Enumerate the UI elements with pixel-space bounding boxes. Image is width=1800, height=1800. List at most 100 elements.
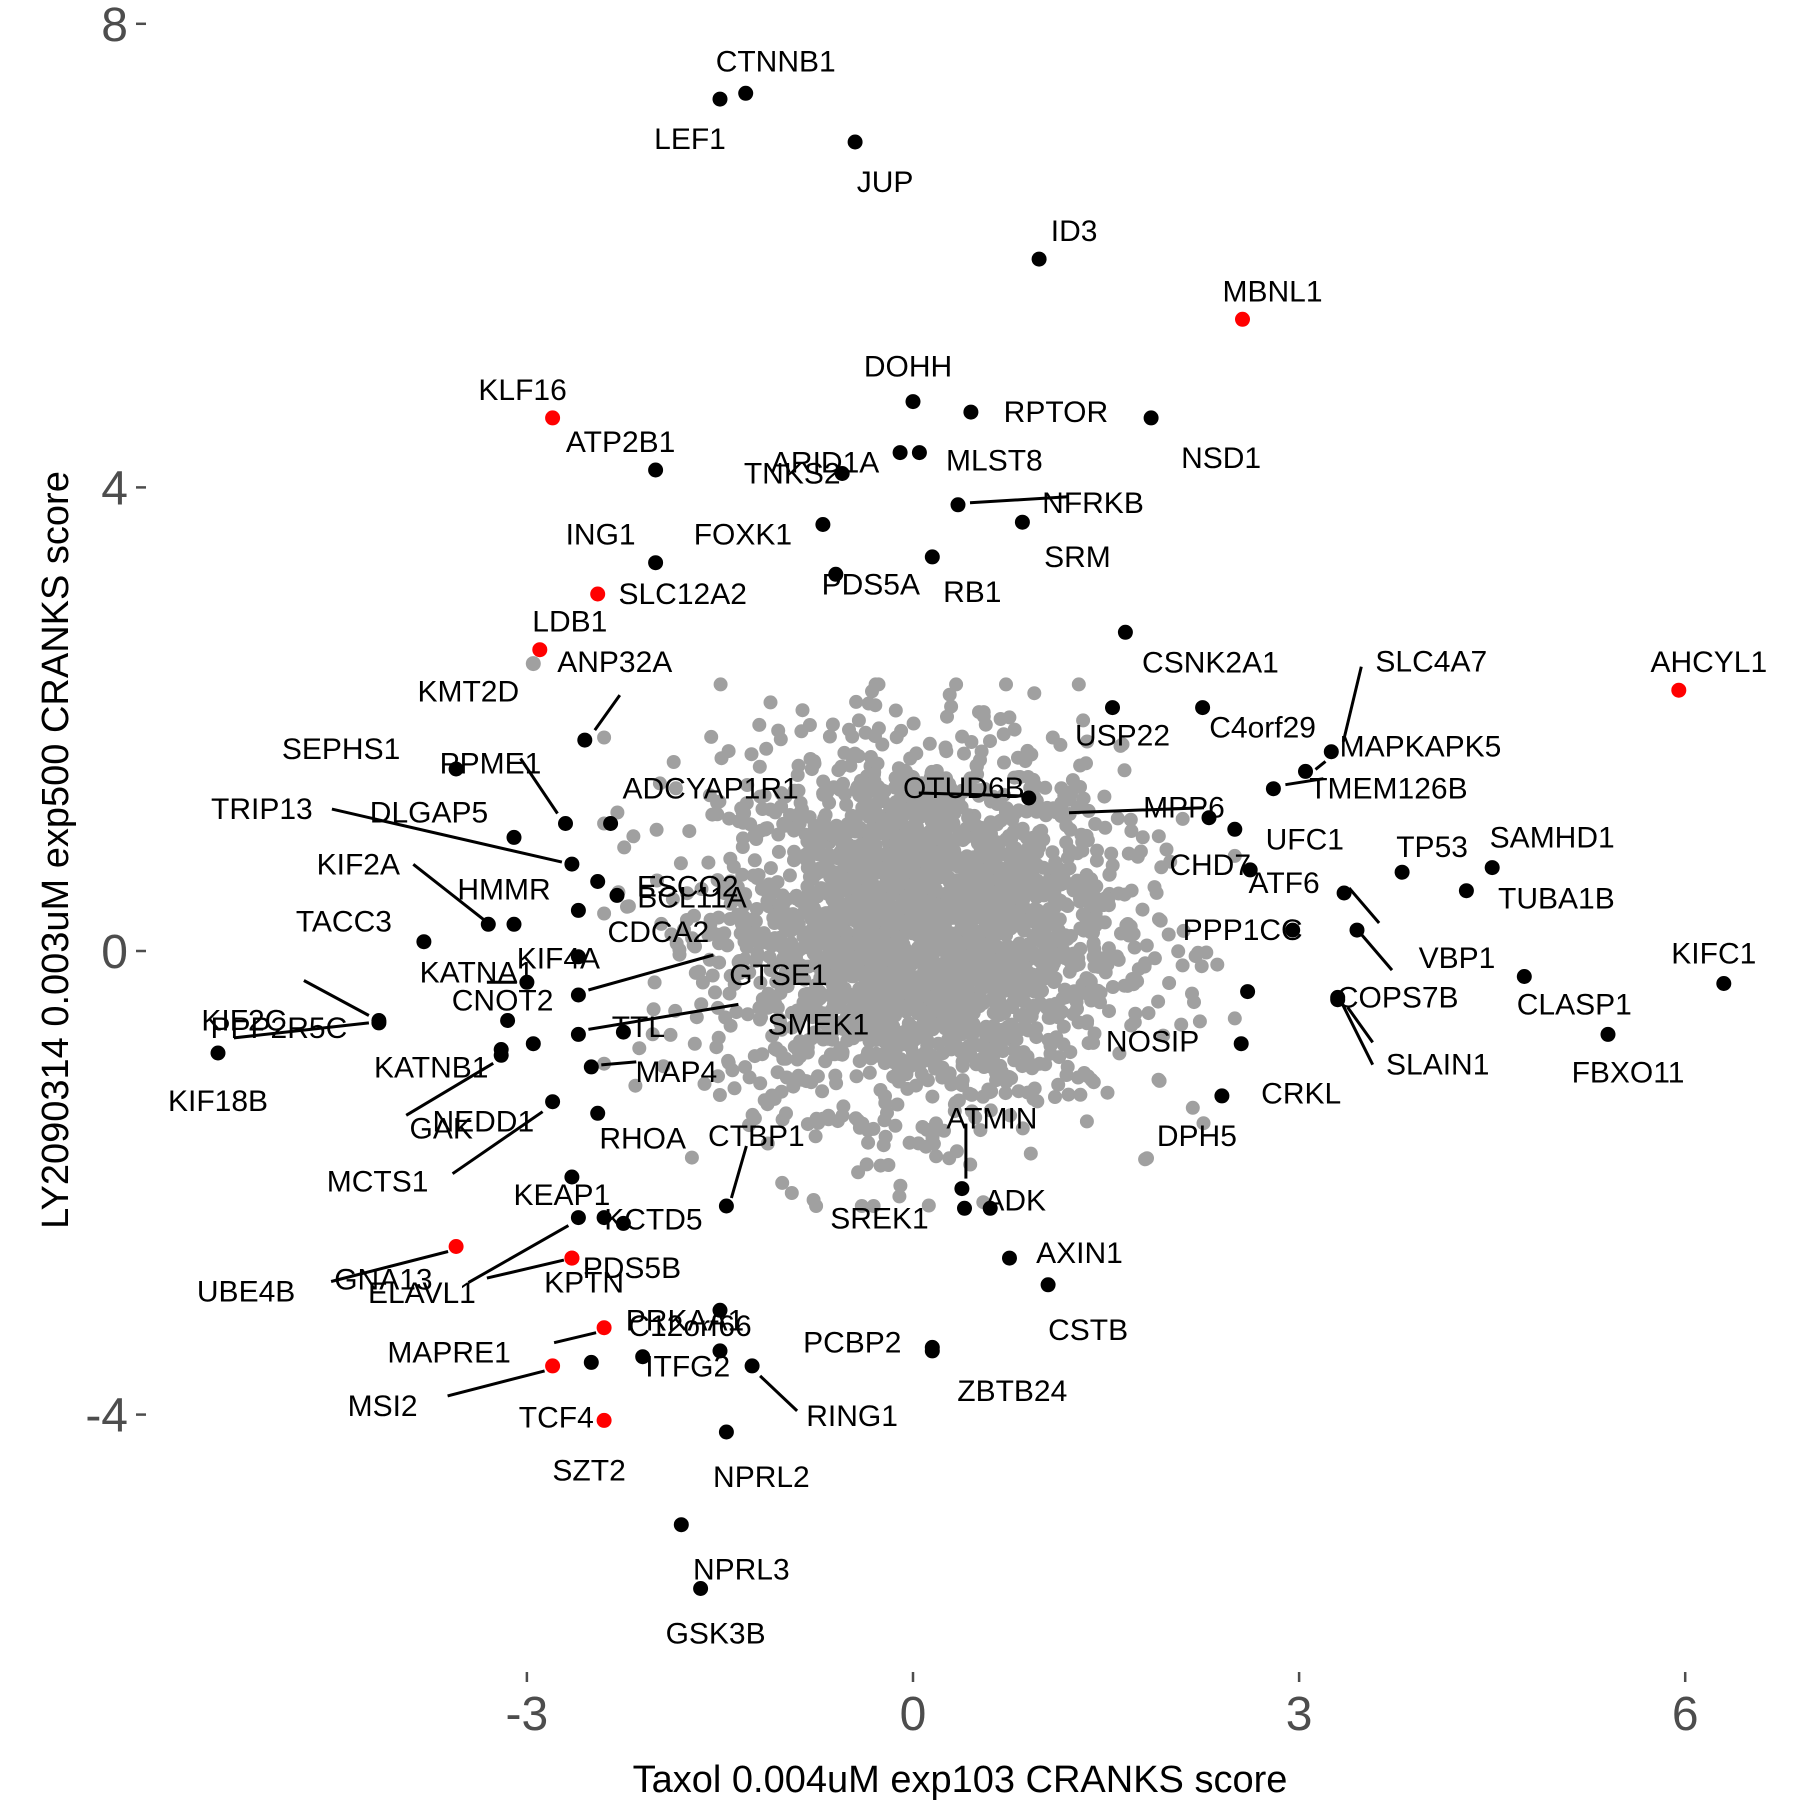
background-point [830, 1114, 845, 1129]
gene-label-klf16: KLF16 [478, 374, 566, 407]
gene-label-csnk2a1: CSNK2A1 [1142, 646, 1279, 679]
background-point [865, 800, 880, 815]
background-point [868, 698, 883, 713]
background-point [984, 827, 998, 841]
background-point [779, 940, 794, 955]
background-point [620, 899, 634, 914]
background-point [925, 1089, 940, 1104]
gene-label-bcl11a: BCL11A [637, 881, 747, 914]
background-point [782, 868, 797, 883]
background-point [1079, 986, 1094, 1001]
background-point [747, 1049, 762, 1064]
gene-point-bcl11a [609, 887, 625, 903]
background-point [1117, 763, 1132, 778]
background-point [1126, 927, 1141, 941]
background-point [906, 716, 921, 731]
background-point [849, 1069, 864, 1084]
background-point [785, 1020, 800, 1035]
background-point [861, 1123, 875, 1138]
background-point [893, 1178, 908, 1193]
gene-labels: CTNNB1LEF1JUPID3MBNL1DOHHRPTORNSD1KLF16A… [168, 45, 1767, 1650]
gene-label-tnks2: TNKS2 [744, 458, 841, 491]
background-point [1113, 738, 1128, 753]
background-point [957, 1041, 972, 1056]
gene-point-pds5a [828, 566, 844, 582]
background-point [919, 922, 933, 937]
background-point [777, 918, 792, 933]
leader-line-gna13 [467, 1224, 570, 1284]
background-point [694, 997, 709, 1012]
gene-point-hmmr [506, 916, 522, 932]
leader-line-nfrkb [969, 495, 1069, 505]
gene-point-ppp2r5c [371, 1015, 387, 1031]
gene-label-mcts1: MCTS1 [327, 1166, 429, 1199]
background-point [861, 1135, 876, 1150]
background-point [1031, 949, 1046, 964]
leader-line-mapre1 [553, 1331, 597, 1345]
background-point [949, 933, 964, 948]
background-point [684, 1150, 699, 1165]
gene-label-adk: ADK [984, 1184, 1046, 1217]
gene-point-id3 [1031, 251, 1047, 267]
background-point [761, 936, 776, 951]
background-point [1161, 927, 1176, 942]
background-point [964, 950, 979, 965]
gene-label-gna13: GNA13 [334, 1264, 432, 1297]
background-point [989, 1073, 1004, 1088]
background-point [656, 1059, 671, 1074]
background-point [942, 1066, 957, 1081]
background-point [1025, 1003, 1040, 1018]
background-point [998, 1086, 1013, 1101]
gene-point-nsd1 [1143, 410, 1159, 426]
background-point [946, 1026, 961, 1041]
background-point [1078, 910, 1093, 925]
background-point [792, 816, 807, 831]
background-point [930, 985, 945, 1000]
gene-point-szt2 [596, 1412, 612, 1428]
background-point [1045, 913, 1059, 928]
background-point [1112, 1046, 1127, 1061]
background-point [597, 906, 612, 921]
background-point [944, 998, 959, 1012]
y-tick-label: -4 [85, 1390, 128, 1443]
background-point [965, 922, 980, 937]
background-point [1067, 984, 1082, 999]
background-point [1097, 789, 1112, 804]
gene-label-arid1a: ARID1A [771, 447, 879, 480]
gene-point-c12orf66 [712, 1343, 728, 1359]
leader-line-gtse1 [587, 953, 714, 992]
gene-point-nedd1 [525, 1036, 541, 1052]
gene-label-ufc1: UFC1 [1266, 823, 1344, 856]
background-point [955, 966, 970, 981]
gene-point-ring1 [744, 1358, 760, 1374]
background-point [793, 1034, 807, 1049]
background-point [769, 974, 784, 989]
background-point [942, 893, 956, 908]
gene-label-ldb1: LDB1 [532, 606, 607, 639]
background-point [712, 794, 727, 809]
background-point [882, 855, 897, 870]
background-point [753, 975, 768, 990]
background-point [973, 753, 987, 767]
gene-point-ube4b [448, 1239, 464, 1254]
gene-point-atp2b1 [648, 462, 664, 478]
background-point [938, 740, 953, 755]
background-point [878, 1129, 893, 1144]
background-point [918, 898, 933, 913]
background-point [986, 1030, 1001, 1045]
background-point [1003, 1108, 1018, 1123]
background-point [1043, 1038, 1058, 1053]
background-point [835, 1047, 850, 1062]
background-point [1075, 835, 1090, 849]
background-point [727, 1081, 742, 1096]
gene-label-tmem126b: TMEM126B [1309, 773, 1467, 806]
x-tick-label: 6 [1672, 1688, 1699, 1741]
background-point [1030, 835, 1045, 850]
background-point [837, 950, 852, 965]
background-point [744, 747, 759, 762]
leader-line-ctbp1 [729, 1145, 748, 1199]
background-point [1084, 872, 1099, 887]
background-point [704, 729, 719, 744]
gene-label-nedd1: NEDD1 [432, 1106, 534, 1139]
background-point [996, 727, 1011, 742]
